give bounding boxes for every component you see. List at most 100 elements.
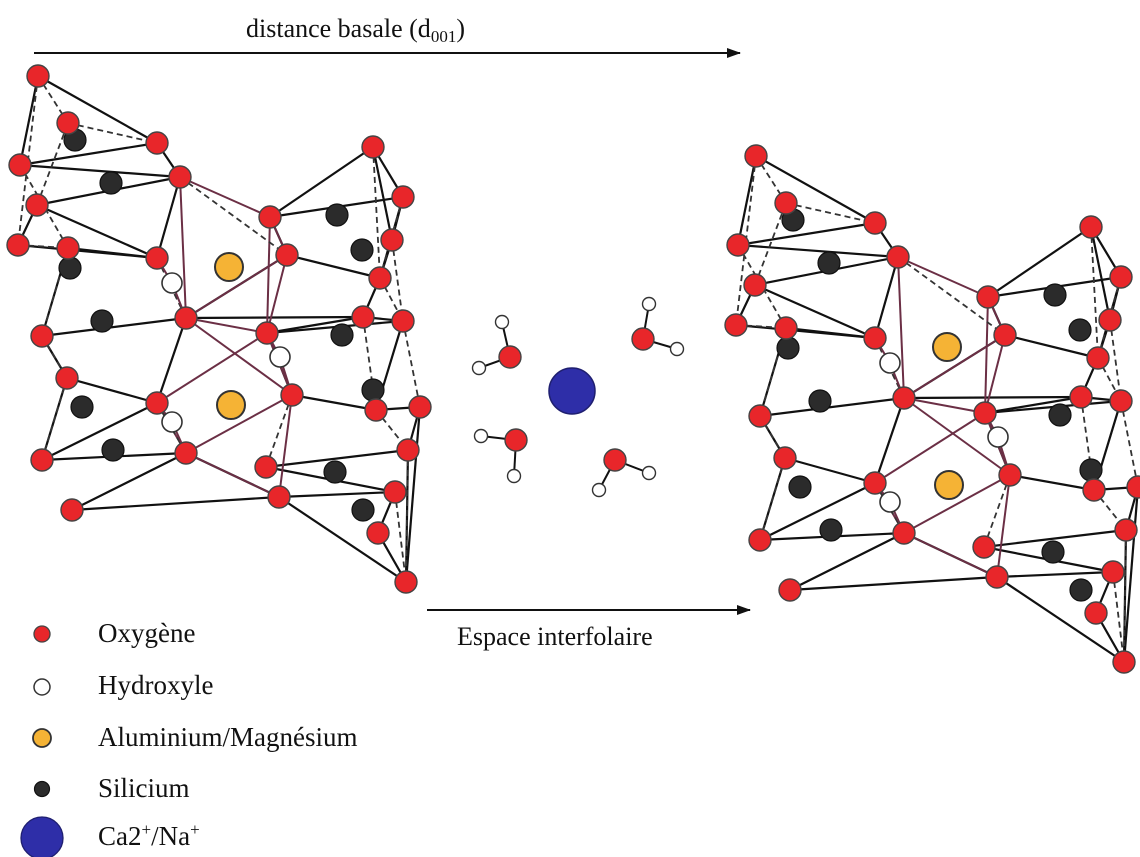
hydroxyl-atom <box>269 346 291 368</box>
oxygen-atom <box>391 185 415 209</box>
oxygen-atom <box>972 535 996 559</box>
oxygen-atom <box>1084 601 1108 625</box>
oxygen-atom <box>30 324 54 348</box>
oxygen-atom <box>145 246 169 270</box>
oxygen-atom <box>174 306 198 330</box>
oxygen-atom <box>1079 215 1103 239</box>
oxygen-atom <box>993 323 1017 347</box>
water-molecule <box>471 314 522 376</box>
aluminium-atom <box>934 470 964 500</box>
right-clay-layer <box>724 144 1140 674</box>
oxygen-atom <box>1126 475 1140 499</box>
oxygen-atom <box>1114 518 1138 542</box>
basal-distance-label: distance basale (d001) <box>246 14 465 46</box>
oxygen-atom <box>726 233 750 257</box>
silicon-atom <box>58 256 82 280</box>
oxygen-atom <box>168 165 192 189</box>
oxygen-atom <box>744 144 768 168</box>
oxygen-atom <box>773 446 797 470</box>
oxygen-atom <box>724 313 748 337</box>
oxygen-atom <box>258 205 282 229</box>
silicon-atom <box>817 251 841 275</box>
oxygen-atom <box>6 233 30 257</box>
silicon-atom <box>788 475 812 499</box>
oxygen-atom <box>892 521 916 545</box>
oxygen-atom <box>778 578 802 602</box>
legend-markers <box>20 625 64 857</box>
aluminium-atom <box>932 332 962 362</box>
oxygen-atom <box>743 273 767 297</box>
silicon-atom <box>1068 318 1092 342</box>
oxygen-atom <box>863 211 887 235</box>
hydrogen-atom <box>494 314 510 330</box>
silicon-atom <box>325 203 349 227</box>
oxygen-atom <box>364 398 388 422</box>
silicon-atom <box>1043 283 1067 307</box>
hydroxyl-atom <box>161 411 183 433</box>
oxygen-atom <box>396 438 420 462</box>
oxygen-atom <box>56 236 80 260</box>
oxygen-atom <box>351 305 375 329</box>
atoms <box>6 64 432 594</box>
legend-label-cation: Ca2+/Na+ <box>98 820 200 851</box>
oxygen-atom <box>394 570 418 594</box>
silicon-atom <box>101 438 125 462</box>
interlayer-space-label: Espace interfolaire <box>457 622 653 651</box>
oxygen-atom <box>254 455 278 479</box>
silicon-atom <box>808 389 832 413</box>
oxygen-atom <box>863 471 887 495</box>
oxygen-atom <box>174 441 198 465</box>
oxygen-atom <box>361 135 385 159</box>
oxygen-atom <box>1082 478 1106 502</box>
oxygen-atom <box>1109 265 1133 289</box>
oxygen-atom <box>631 327 655 351</box>
silicon-atom <box>776 336 800 360</box>
oxygen-atom <box>368 266 392 290</box>
legend-silicon-marker <box>33 780 51 798</box>
silicon-atom <box>90 309 114 333</box>
oxygen-atom <box>863 326 887 350</box>
aluminium-atom <box>216 390 246 420</box>
oxygen-atom <box>366 521 390 545</box>
oxygen-atom <box>892 386 916 410</box>
oxygen-atom <box>1101 560 1125 584</box>
legend-aluminium-marker <box>32 728 52 748</box>
oxygen-atom <box>748 404 772 428</box>
hydroxyl-atom <box>987 426 1009 448</box>
silicon-atom <box>1048 403 1072 427</box>
hydroxyl-atom <box>879 352 901 374</box>
cation-atom <box>548 367 596 415</box>
oxygen-atom <box>1112 650 1136 674</box>
silicon-atom <box>323 460 347 484</box>
hydrogen-atom <box>669 341 685 357</box>
oxygen-atom <box>56 111 80 135</box>
oxygen-atom <box>145 391 169 415</box>
oxygen-atom <box>774 316 798 340</box>
oxygen-atom <box>973 401 997 425</box>
legend-cation-marker <box>20 816 64 857</box>
hydrogen-atom <box>641 465 657 481</box>
oxygen-atom <box>26 64 50 88</box>
atoms <box>724 144 1140 674</box>
oxygen-atom <box>1109 389 1133 413</box>
silicon-atom <box>361 378 385 402</box>
oxygen-atom <box>55 366 79 390</box>
hydrogen-atom <box>591 482 607 498</box>
legend-label-oxygen: Oxygène <box>98 618 196 648</box>
oxygen-atom <box>1086 346 1110 370</box>
oxygen-atom <box>275 243 299 267</box>
interlayer-content <box>471 296 685 498</box>
water-molecule <box>631 296 685 357</box>
oxygen-atom <box>267 485 291 509</box>
oxygen-atom <box>985 565 1009 589</box>
oxygen-atom <box>391 309 415 333</box>
oxygen-atom <box>145 131 169 155</box>
silicon-atom <box>1069 578 1093 602</box>
oxygen-atom <box>498 345 522 369</box>
hydrogen-atom <box>473 428 489 444</box>
oxygen-atom <box>408 395 432 419</box>
oxygen-atom <box>998 463 1022 487</box>
oxygen-atom <box>383 480 407 504</box>
oxygen-atom <box>504 428 528 452</box>
